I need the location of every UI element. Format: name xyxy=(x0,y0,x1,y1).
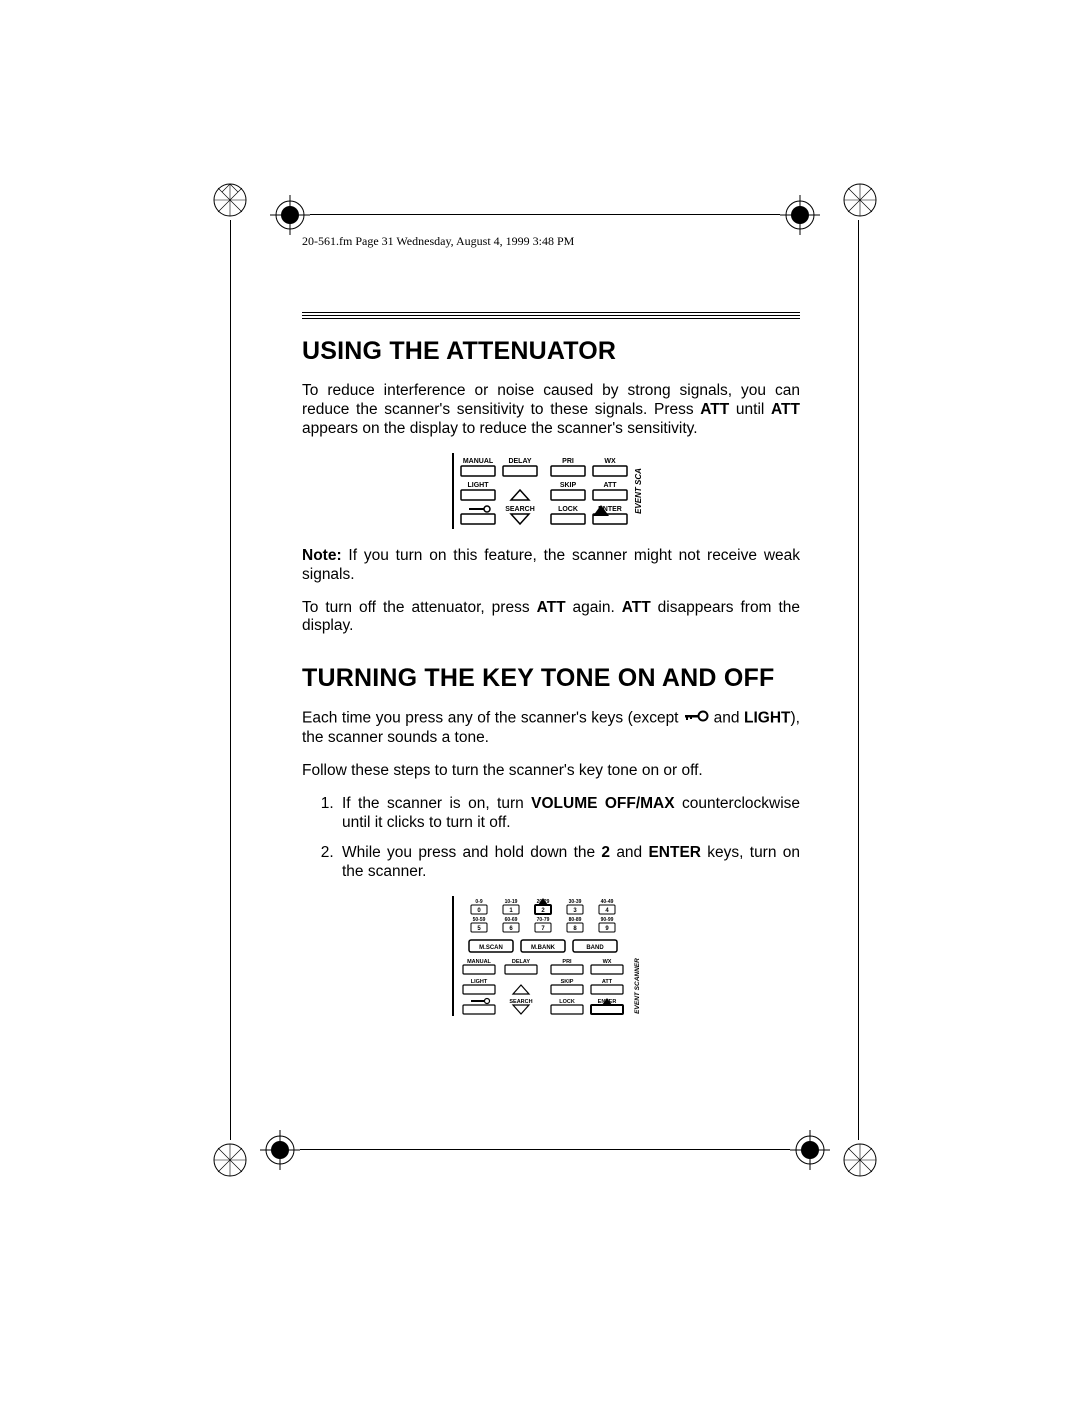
step-2: While you press and hold down the 2 and … xyxy=(338,844,800,882)
svg-text:PRI: PRI xyxy=(562,458,574,465)
svg-text:LOCK: LOCK xyxy=(559,999,575,1005)
para-keytone-intro: Each time you press any of the scanner's… xyxy=(302,709,800,747)
svg-text:9: 9 xyxy=(605,926,609,932)
svg-text:LIGHT: LIGHT xyxy=(471,979,488,985)
svg-text:90-99: 90-99 xyxy=(601,917,614,923)
para-keytone-follow: Follow these steps to turn the scanner's… xyxy=(302,762,800,781)
svg-text:SKIP: SKIP xyxy=(560,482,577,489)
registration-mark-bl xyxy=(210,1140,250,1180)
svg-text:EVENT SCA: EVENT SCA xyxy=(634,468,643,514)
registration-mark-br xyxy=(840,1140,880,1180)
text: Each time you press any of the scanner's… xyxy=(302,710,683,727)
key-icon xyxy=(683,709,709,728)
svg-text:0: 0 xyxy=(477,908,481,914)
svg-text:LOCK: LOCK xyxy=(558,506,578,513)
registration-mark-tl xyxy=(210,180,250,220)
para-attenuator-off: To turn off the attenuator, press ATT ag… xyxy=(302,599,800,637)
svg-text:1: 1 xyxy=(509,908,513,914)
svg-text:SEARCH: SEARCH xyxy=(509,999,532,1005)
svg-text:WX: WX xyxy=(603,959,612,965)
crop-line-left xyxy=(230,220,231,1140)
registration-dot-br xyxy=(790,1130,830,1170)
registration-mark-tr xyxy=(840,180,880,220)
svg-text:PRI: PRI xyxy=(562,959,572,965)
para-attenuator-intro: To reduce interference or noise caused b… xyxy=(302,382,800,439)
svg-text:ATT: ATT xyxy=(602,979,613,985)
page: 20-561.fm Page 31 Wednesday, August 4, 1… xyxy=(0,0,1080,1397)
keypad-diagram-2: 0-910-1920-2930-3940-490123450-5960-6970… xyxy=(451,896,651,1016)
content-area: USING THE ATTENUATOR To reduce interfere… xyxy=(302,312,800,1034)
note-text: If you turn on this feature, the scanner… xyxy=(302,547,800,583)
svg-text:WX: WX xyxy=(604,458,616,465)
text: until xyxy=(729,401,771,418)
svg-text:MANUAL: MANUAL xyxy=(463,458,494,465)
svg-text:70-79: 70-79 xyxy=(537,917,550,923)
heading-keytone: TURNING THE KEY TONE ON AND OFF xyxy=(302,664,800,693)
key-2-label: 2 xyxy=(601,844,610,861)
svg-text:3: 3 xyxy=(573,908,577,914)
svg-text:50-59: 50-59 xyxy=(473,917,486,923)
att-label: ATT xyxy=(537,599,566,616)
svg-text:SKIP: SKIP xyxy=(561,979,574,985)
text: again. xyxy=(566,599,622,616)
svg-text:10-19: 10-19 xyxy=(505,899,518,905)
heading-attenuator: USING THE ATTENUATOR xyxy=(302,337,800,366)
note-paragraph: Note: If you turn on this feature, the s… xyxy=(302,547,800,585)
att-label: ATT xyxy=(622,599,651,616)
enter-label: ENTER xyxy=(648,844,701,861)
svg-text:SEARCH: SEARCH xyxy=(505,506,535,513)
text: and xyxy=(709,710,744,727)
volume-label: VOLUME OFF/MAX xyxy=(531,795,674,812)
text: To turn off the attenuator, press xyxy=(302,599,537,616)
svg-text:M.BANK: M.BANK xyxy=(531,945,556,951)
svg-text:EVENT SCANNER: EVENT SCANNER xyxy=(634,958,641,1014)
svg-text:80-89: 80-89 xyxy=(569,917,582,923)
att-label: ATT xyxy=(700,401,729,418)
svg-text:M.SCAN: M.SCAN xyxy=(479,945,503,951)
svg-text:6: 6 xyxy=(509,926,513,932)
keypad-diagram-1: MANUALDELAYPRIWXLIGHTSKIPATTSEARCHLOCKEN… xyxy=(451,453,651,529)
svg-text:7: 7 xyxy=(541,926,545,932)
text: If the scanner is on, turn xyxy=(342,795,531,812)
registration-dot-tr xyxy=(780,195,820,235)
registration-dot-bl xyxy=(260,1130,300,1170)
svg-text:4: 4 xyxy=(605,908,609,914)
steps-list: If the scanner is on, turn VOLUME OFF/MA… xyxy=(338,795,800,883)
registration-dot-tl xyxy=(270,195,310,235)
text: and xyxy=(610,844,648,861)
svg-text:BAND: BAND xyxy=(586,945,604,951)
note-label: Note: xyxy=(302,547,342,564)
svg-text:60-69: 60-69 xyxy=(505,917,518,923)
crop-line-right xyxy=(858,220,859,1140)
light-label: LIGHT xyxy=(744,710,791,727)
svg-text:30-39: 30-39 xyxy=(569,899,582,905)
svg-text:MANUAL: MANUAL xyxy=(467,959,491,965)
svg-text:0-9: 0-9 xyxy=(475,899,482,905)
svg-text:8: 8 xyxy=(573,926,577,932)
step-1: If the scanner is on, turn VOLUME OFF/MA… xyxy=(338,795,800,833)
crop-line-top xyxy=(310,214,780,215)
att-label: ATT xyxy=(771,401,800,418)
svg-text:DELAY: DELAY xyxy=(508,458,531,465)
running-header: 20-561.fm Page 31 Wednesday, August 4, 1… xyxy=(302,234,574,249)
crop-line-bottom xyxy=(300,1149,790,1150)
text: While you press and hold down the xyxy=(342,844,601,861)
svg-text:LIGHT: LIGHT xyxy=(468,482,490,489)
svg-text:5: 5 xyxy=(477,926,481,932)
svg-text:DELAY: DELAY xyxy=(512,959,530,965)
horizontal-rule xyxy=(302,312,800,319)
svg-text:40-49: 40-49 xyxy=(601,899,614,905)
svg-text:ATT: ATT xyxy=(603,482,617,489)
text: appears on the display to reduce the sca… xyxy=(302,420,698,437)
